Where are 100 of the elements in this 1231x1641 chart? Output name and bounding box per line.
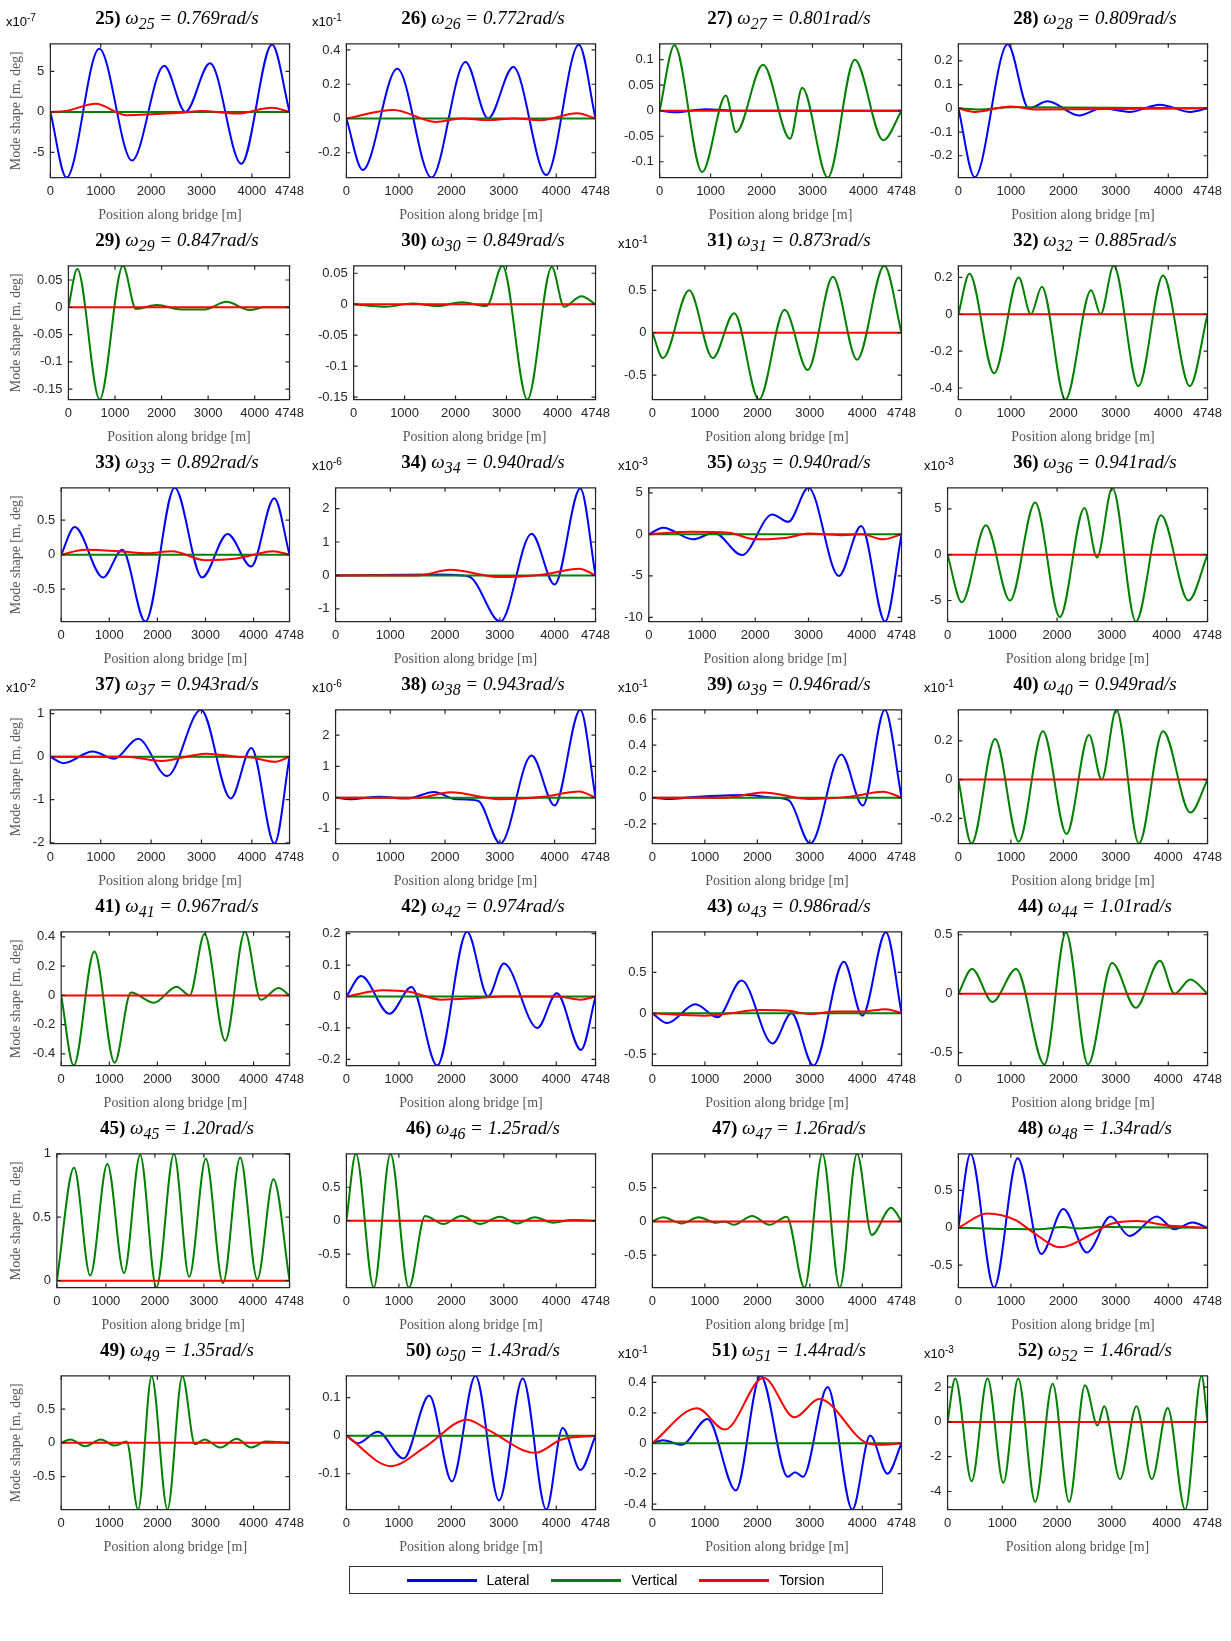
y-tick-label: -0.5 [32,580,56,596]
x-axis-title: Position along bridge [m] [1005,1539,1150,1555]
x-tick-label: 4748 [275,182,304,198]
chart-title: 43) ω$_{43}$ = 0.986rad/s [707,895,871,920]
x-tick-label: 4748 [581,1292,610,1308]
chart-title: 28) ω$_{28}$ = 0.809rad/s [1013,7,1177,32]
x-tick-label: 2000 [1048,182,1078,198]
chart-title: 32) ω$_{32}$ = 0.885rad/s [1013,229,1177,254]
x-tick-label: 3000 [1097,626,1127,642]
y-tick-label: -0.4 [32,1045,56,1061]
x-tick-label: 1000 [996,1070,1026,1086]
x-tick-label: 2000 [436,1514,466,1530]
y-tick-label: 0.2 [322,75,341,91]
x-tick-label: 1000 [996,182,1026,198]
x-axis-title: Position along bridge [m] [399,1317,543,1333]
x-axis-title: Position along bridge [m] [399,1095,543,1111]
y-tick-label: -0.2 [929,342,953,358]
chart-title: 46) ω$_{46}$ = 1.25rad/s [406,1117,560,1142]
y-tick-label: -0.5 [623,1246,647,1262]
y-tick-label: 2 [322,500,330,516]
x-tick-label: 0 [350,404,358,420]
y-tick-label: -0.1 [40,353,63,369]
x-axis-title: Position along bridge [m] [1011,873,1155,889]
x-tick-label: 2000 [742,1514,772,1530]
x-tick-label: 2000 [142,1514,172,1530]
x-tick-label: 2000 [747,182,776,198]
x-tick-label: 2000 [436,1292,466,1308]
y-tick-label: 0.05 [37,271,63,287]
y-tick-label: 0 [47,546,56,562]
x-tick-label: 4748 [1193,626,1222,642]
x-tick-label: 4748 [275,1292,304,1308]
x-tick-label: 3000 [193,404,223,420]
y-tick-label: -0.2 [317,1050,341,1066]
y-tick-label: 1 [322,757,330,773]
x-tick-label: 4000 [1153,1292,1183,1308]
y-tick-label: -0.5 [929,1044,953,1060]
y-tick-label: 2 [322,726,330,742]
x-axis-title: Position along bridge [m] [103,1095,248,1111]
y-tick-label: -0.4 [623,1495,647,1511]
y-axis-title: Mode shape [m, deg] [8,1383,24,1503]
chart-title: 50) ω$_{50}$ = 1.43rad/s [406,1339,560,1364]
y-tick-label: 0.4 [628,736,647,752]
x-tick-label: 1000 [94,1070,124,1086]
y-tick-label: 0.2 [628,1404,647,1420]
x-tick-label: 2000 [740,626,770,642]
x-tick-label: 2000 [742,404,772,420]
x-tick-label: 1000 [987,1514,1017,1530]
x-tick-label: 1000 [996,848,1026,864]
y-tick-label: 0.2 [322,925,341,941]
chart-title: 39) ω$_{39}$ = 0.946rad/s [707,673,871,698]
x-tick-label: 1000 [690,1292,720,1308]
y-axis-title: Mode shape [m, deg] [8,51,24,171]
y-tick-label: 0.4 [628,1373,647,1389]
x-tick-label: 1000 [390,404,420,420]
chart-title: 30) ω$_{30}$ = 0.849rad/s [401,229,565,254]
x-axis-title: Position along bridge [m] [705,429,849,445]
y-tick-label: -0.2 [929,147,953,163]
x-tick-label: 4748 [887,626,916,642]
chart-title: 35) ω$_{35}$ = 0.940rad/s [707,451,871,476]
x-tick-label: 1000 [375,626,405,642]
chart-title: 25) ω$_{25}$ = 0.769rad/s [95,7,259,32]
x-axis-title: Position along bridge [m] [399,207,543,223]
x-tick-label: 4748 [887,1070,916,1086]
text: x10$^{-1}$ [618,234,648,252]
x-tick-label: 2000 [742,848,772,864]
x-tick-label: 4000 [1153,848,1183,864]
y-tick-label: 0 [37,103,45,119]
y-tick-label: -5 [631,567,643,583]
text: x10$^{-3}$ [924,1344,954,1362]
y-tick-label: 0.05 [628,76,654,92]
x-tick-label: 3000 [795,1514,825,1530]
x-tick-label: 1000 [94,626,124,642]
legend-label: Torsion [779,1572,825,1588]
chart-title: 31) ω$_{31}$ = 0.873rad/s [707,229,871,254]
y-tick-label: 0 [43,1272,51,1288]
y-tick-label: -0.5 [623,1045,647,1061]
x-tick-label: 3000 [191,1070,220,1086]
x-tick-label: 3000 [1097,1514,1127,1530]
chart-title: 44) ω$_{44}$ = 1.01rad/s [1018,895,1172,920]
x-tick-label: 0 [656,182,664,198]
x-axis-title: Position along bridge [m] [705,873,849,889]
chart-title: 40) ω$_{40}$ = 0.949rad/s [1013,673,1177,698]
y-tick-label: 5 [934,500,942,516]
x-tick-label: 3000 [1101,1292,1131,1308]
y-tick-label: -4 [930,1483,942,1499]
x-tick-label: 4748 [275,1070,304,1086]
legend-label: Lateral [486,1572,530,1588]
y-axis-title: Mode shape [m, deg] [8,717,24,837]
x-tick-label: 1000 [690,404,720,420]
y-tick-label: 0 [934,1413,942,1429]
x-tick-label: 4748 [581,182,610,198]
y-tick-label: 0 [322,789,330,805]
y-tick-label: 0.4 [37,928,56,944]
x-tick-label: 3000 [1101,848,1131,864]
y-tick-label: 0 [333,988,341,1004]
y-tick-label: 0.6 [628,710,647,726]
x-tick-label: 1000 [384,1514,414,1530]
x-tick-label: 1000 [86,182,116,198]
x-axis-title: Position along bridge [m] [107,429,251,445]
x-axis-title: Position along bridge [m] [98,207,242,223]
